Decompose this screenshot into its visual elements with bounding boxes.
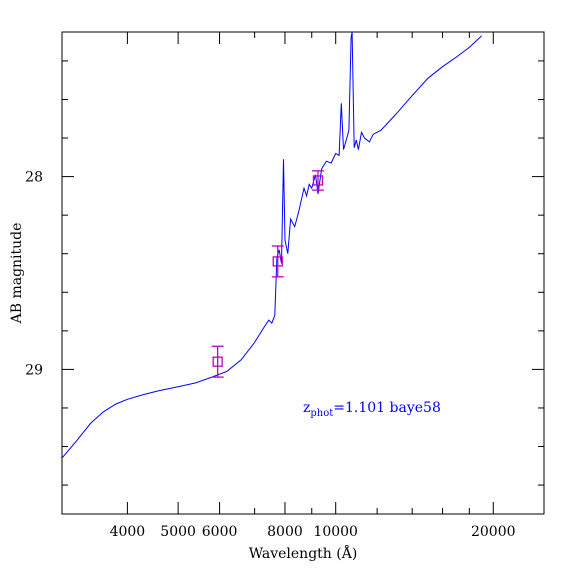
z-value: =1.101 baye58: [333, 400, 441, 416]
x-axis-label: Wavelength (Å): [249, 544, 358, 562]
x-tick-label: 8000: [267, 524, 303, 540]
redshift-annotation: zphot=1.101 baye58: [303, 400, 441, 419]
y-tick-label: 28: [25, 170, 43, 186]
axis-ticks: [61, 32, 544, 514]
y-axis-label: AB magnitude: [9, 223, 25, 325]
photometry-point: [271, 245, 284, 278]
sed-line: [61, 31, 482, 459]
x-tick-label: 6000: [202, 524, 238, 540]
x-tick-label: 10000: [313, 524, 358, 540]
x-tick-labels: 4000 5000 6000 8000 10000 20000: [110, 524, 516, 540]
z-subscript: phot: [310, 408, 333, 419]
photometry-points: [211, 170, 324, 378]
x-tick-label: 4000: [110, 524, 146, 540]
photometry-point: [311, 170, 324, 191]
data-marker: [272, 256, 283, 267]
data-marker: [312, 175, 324, 186]
x-tick-label: 5000: [160, 524, 196, 540]
y-tick-label: 29: [25, 362, 43, 378]
data-marker: [212, 356, 223, 367]
x-tick-label: 20000: [471, 524, 516, 540]
z-symbol: z: [303, 400, 310, 416]
plot-frame: [61, 31, 545, 515]
y-tick-labels: 28 29: [25, 170, 43, 379]
photometry-point: [211, 345, 224, 378]
